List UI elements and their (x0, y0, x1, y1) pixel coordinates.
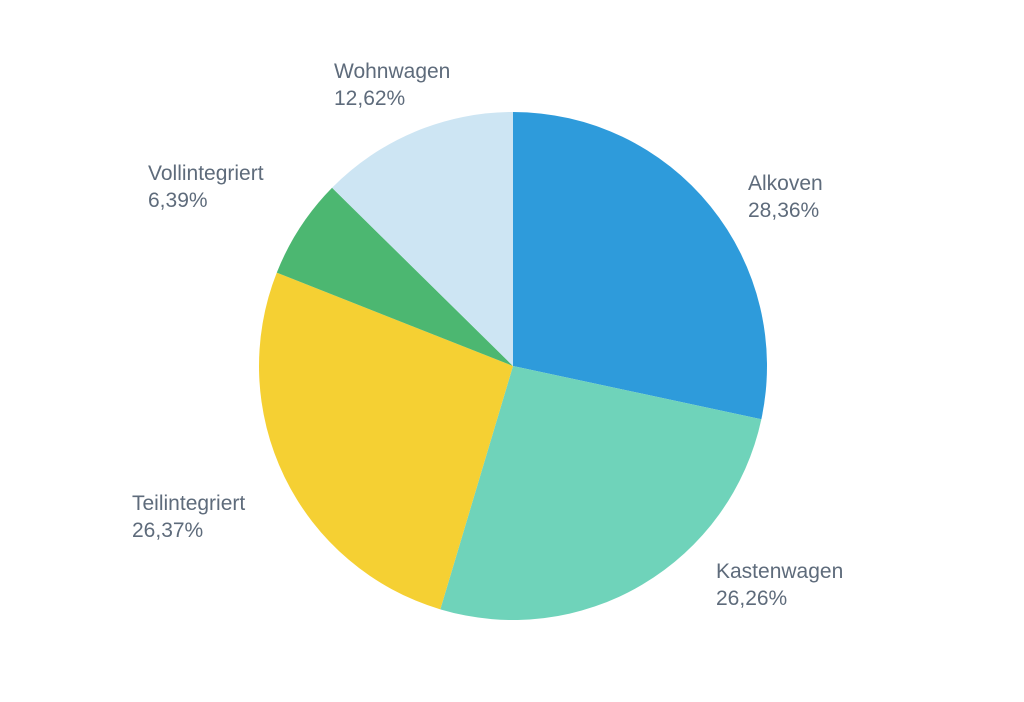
pie-slice-wohnwagen (332, 112, 513, 366)
labels-layer: Alkoven 28,36% Kastenwagen 26,26% Teilintegr… (132, 60, 843, 610)
slice-value-teilintegriert: 26,37% (132, 519, 203, 542)
slice-value-kastenwagen: 26,26% (716, 587, 787, 610)
slice-value-alkoven: 28,36% (748, 199, 819, 222)
slice-label-kastenwagen: Kastenwagen (716, 560, 843, 583)
slice-label-wohnwagen: Wohnwagen (334, 60, 450, 83)
slice-value-wohnwagen: 12,62% (334, 87, 405, 110)
pie-slice-kastenwagen (440, 366, 762, 620)
slices-layer (259, 112, 768, 620)
slice-value-vollintegriert: 6,39% (148, 189, 208, 212)
slice-label-alkoven: Alkoven (748, 172, 823, 195)
pie-slice-vollintegriert (276, 187, 513, 366)
pie-slice-teilintegriert (259, 272, 513, 610)
slice-label-vollintegriert: Vollintegriert (148, 162, 264, 185)
slice-label-teilintegriert: Teilintegriert (132, 492, 245, 515)
pie-slice-alkoven (513, 112, 768, 420)
